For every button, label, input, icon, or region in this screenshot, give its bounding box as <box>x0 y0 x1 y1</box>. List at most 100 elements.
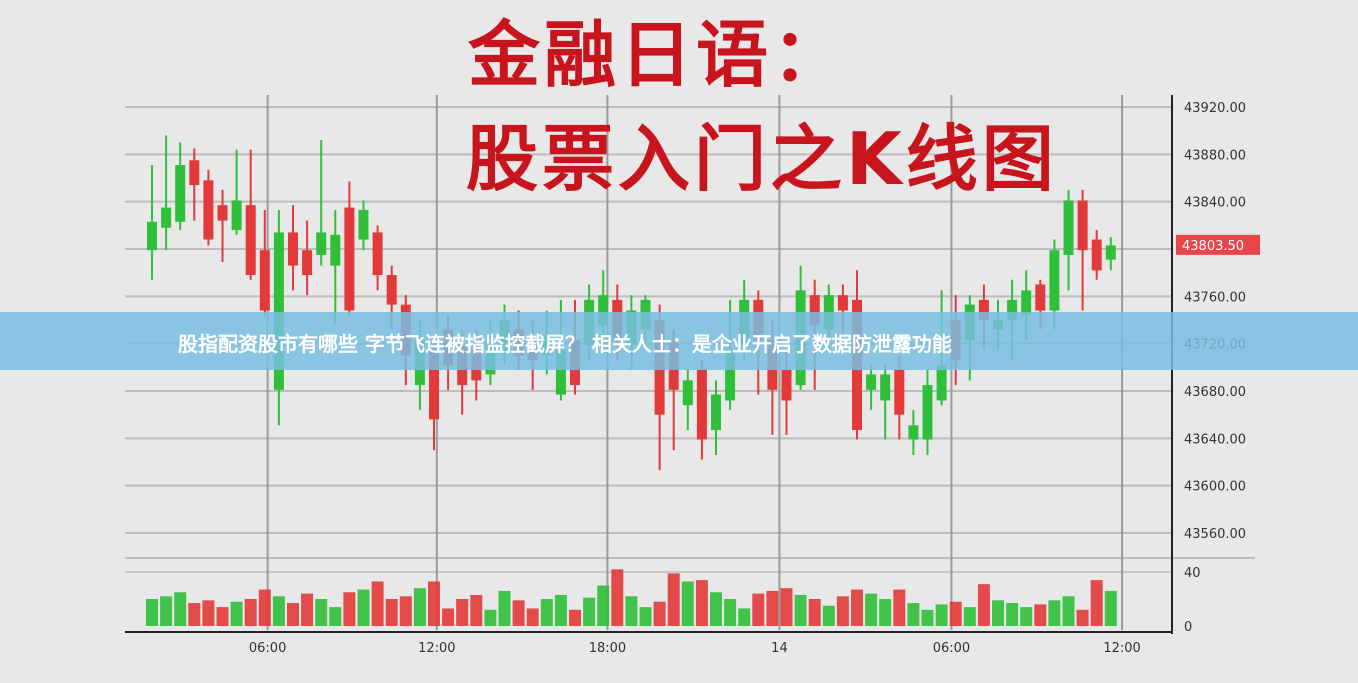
candle-body <box>725 349 736 401</box>
candle-body <box>1035 284 1046 311</box>
candle-body <box>161 207 172 228</box>
volume-bar <box>695 580 708 626</box>
candle-body <box>598 295 609 325</box>
volume-bar <box>272 596 285 626</box>
candle-body <box>175 164 186 222</box>
volume-bar <box>836 596 849 626</box>
candle-body <box>711 394 721 431</box>
volume-bar <box>992 600 1004 626</box>
candle-body <box>936 364 947 401</box>
candle-body <box>288 232 298 266</box>
candle-body <box>302 250 313 276</box>
x-tick-label: 12:00 <box>1103 641 1140 656</box>
volume-bar <box>1020 607 1033 626</box>
volume-bar <box>554 594 567 626</box>
volume-bar <box>1090 580 1103 626</box>
y-tick-label: 43560.00 <box>1184 527 1246 542</box>
candle-body <box>1091 239 1102 271</box>
volume-bar <box>174 592 187 626</box>
candle-body <box>837 295 848 311</box>
volume-bar <box>935 604 948 626</box>
y-tick-label: 43920.00 <box>1184 101 1246 116</box>
volume-bar <box>808 599 821 626</box>
volume-bar <box>146 599 158 626</box>
last-price-badge <box>1176 234 1260 255</box>
volume-bar <box>639 607 652 626</box>
volume-bar <box>484 609 497 626</box>
candle-body <box>1021 290 1032 316</box>
candle-body <box>372 232 383 276</box>
candle-body <box>316 232 327 255</box>
volume-bar <box>865 593 878 626</box>
volume-bar <box>1062 596 1075 626</box>
volume-bar <box>188 603 201 626</box>
x-tick-label: 06:00 <box>933 641 970 656</box>
volume-bar <box>949 601 962 626</box>
candle-body <box>866 374 877 390</box>
volume-bar <box>1076 609 1089 626</box>
candle-body <box>1007 299 1018 320</box>
volume-bar <box>385 599 398 626</box>
candle-body <box>682 380 693 406</box>
y-tick-label: 43840.00 <box>1184 196 1246 211</box>
headline-text: 股指配资股市有哪些 字节飞连被指监控截屏？ 相关人士：是企业开启了数据防泄露功能 <box>178 332 952 356</box>
volume-bar <box>470 594 483 626</box>
volume-bar <box>1048 600 1061 626</box>
candle-body <box>231 200 242 231</box>
x-tick-label: 12:00 <box>418 641 455 656</box>
volume-bar <box>258 589 271 626</box>
y-tick-label: 43680.00 <box>1184 385 1246 400</box>
volume-bar <box>1104 590 1117 626</box>
candle-body <box>386 275 397 305</box>
x-tick-label: 06:00 <box>249 641 286 656</box>
candle-body <box>809 295 820 325</box>
x-tick-label: 14 <box>771 641 788 656</box>
volume-bar <box>357 589 370 626</box>
volume-bar <box>428 581 440 626</box>
volume-bar <box>583 597 596 626</box>
volume-bar <box>963 607 976 626</box>
headline-banner[interactable]: 股指配资股市有哪些 字节飞连被指监控截屏？ 相关人士：是企业开启了数据防泄露功能 <box>0 312 1358 370</box>
volume-bar <box>230 601 243 626</box>
last-price-label: 43803.50 <box>1182 239 1244 254</box>
volume-bar <box>329 607 342 626</box>
volume-bar <box>399 596 412 626</box>
volume-bar <box>977 584 990 626</box>
volume-bar <box>625 596 638 626</box>
volume-bar <box>343 592 356 626</box>
volume-bar <box>442 608 455 626</box>
candle-body <box>245 205 256 276</box>
candle-body <box>908 425 919 440</box>
volume-bar <box>413 588 426 626</box>
volume-bar <box>653 601 666 626</box>
candle-body <box>217 205 228 221</box>
volume-bar <box>512 600 525 626</box>
volume-bar <box>371 581 384 626</box>
volume-bar <box>540 599 553 626</box>
volume-bar <box>611 569 624 626</box>
y-tick-label: 43640.00 <box>1184 432 1246 447</box>
volume-bar <box>526 608 539 626</box>
candle-body <box>330 234 341 266</box>
volume-bar <box>681 581 694 626</box>
volume-bar <box>160 596 173 626</box>
volume-bar <box>780 588 793 626</box>
volume-bar <box>216 607 229 626</box>
title-line-2: 股票入门之K线图 <box>466 117 1058 201</box>
title-line-1: 金融日语： <box>468 13 849 97</box>
x-tick-label: 18:00 <box>589 641 626 656</box>
candle-body <box>203 180 214 240</box>
volume-bar <box>315 599 328 626</box>
volume-bar <box>456 599 469 626</box>
volume-bar <box>822 605 835 626</box>
volume-bar <box>667 573 680 626</box>
volume-bar <box>738 608 751 626</box>
volume-bar <box>202 600 215 626</box>
candle-body <box>781 369 792 401</box>
volume-tick-label: 40 <box>1184 566 1201 581</box>
candle-body <box>189 160 200 186</box>
volume-bar <box>879 599 892 626</box>
volume-bar <box>724 599 737 626</box>
candle-body <box>259 250 270 311</box>
volume-bar <box>287 603 299 626</box>
